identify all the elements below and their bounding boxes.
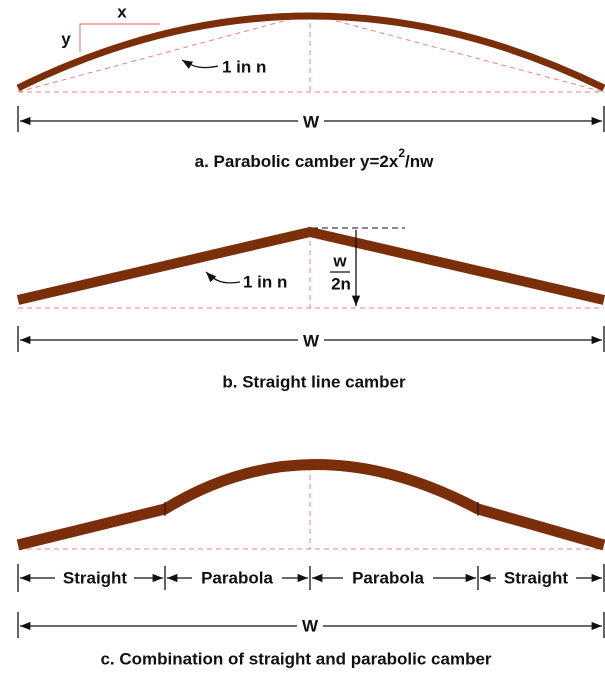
caption-superscript: 2 xyxy=(398,146,405,160)
segment-label: Straight xyxy=(504,568,569,587)
slope-label: 1 in n xyxy=(243,272,287,291)
road-surface xyxy=(16,12,605,92)
y-label: y xyxy=(61,29,71,48)
slope-line xyxy=(17,13,311,93)
panel-c: Straight Parabola Parabola Straight W c.… xyxy=(16,459,605,668)
segment-label: Parabola xyxy=(352,568,424,587)
segment-label: Straight xyxy=(63,568,128,587)
width-label: W xyxy=(303,112,320,131)
slope-label: 1 in n xyxy=(222,57,266,76)
caption: b. Straight line camber xyxy=(222,372,406,391)
road-surface xyxy=(16,226,605,305)
leader-arrow xyxy=(181,59,219,69)
segment-label: Parabola xyxy=(201,568,273,587)
xy-triangle xyxy=(79,23,160,52)
leader-arrow xyxy=(205,271,241,284)
panel-b: w 2n 1 in n W b. Straight line camber xyxy=(16,226,605,391)
caption-tail: /nw xyxy=(405,152,434,171)
road-surface xyxy=(16,459,605,551)
caption-main: a. Parabolic camber y=2x xyxy=(195,152,399,171)
width-label: W xyxy=(303,331,320,350)
rise-numerator: w xyxy=(332,251,347,270)
caption: a. Parabolic camber y=2x2/nw xyxy=(195,146,434,171)
rise-denominator: 2n xyxy=(331,274,351,293)
caption: c. Combination of straight and parabolic… xyxy=(100,649,491,668)
width-label: W xyxy=(302,616,319,635)
x-label: x xyxy=(117,2,127,21)
slope-line xyxy=(309,13,605,93)
panel-a: x y 1 in n W a. Parabolic camber y=2x2/n… xyxy=(16,2,605,171)
